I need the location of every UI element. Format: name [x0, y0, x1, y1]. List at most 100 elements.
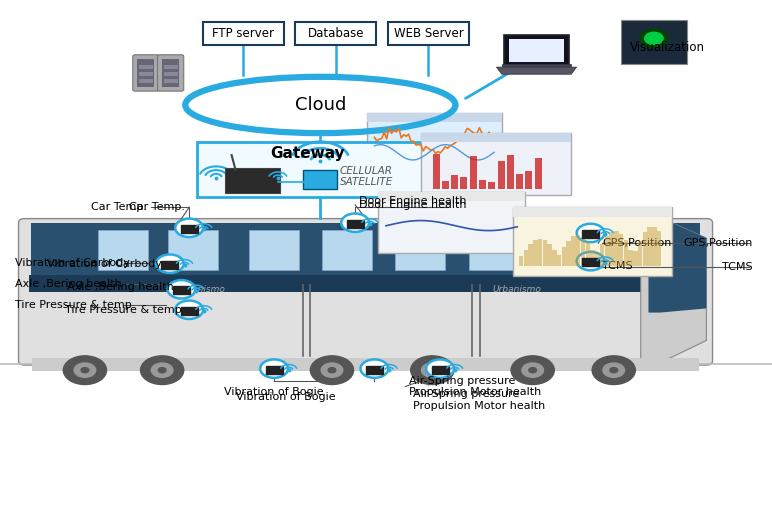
Text: Gateway: Gateway: [270, 146, 345, 161]
Circle shape: [640, 29, 668, 48]
Circle shape: [592, 356, 635, 385]
Bar: [538, 230, 588, 270]
FancyBboxPatch shape: [133, 55, 159, 91]
Circle shape: [151, 363, 173, 377]
Text: Car Temp.: Car Temp.: [90, 202, 147, 212]
Bar: [614, 231, 618, 266]
Bar: [162, 59, 179, 87]
Circle shape: [260, 359, 288, 378]
Bar: [366, 366, 383, 374]
Bar: [657, 231, 662, 266]
Bar: [161, 261, 178, 269]
FancyBboxPatch shape: [202, 22, 284, 45]
Bar: [31, 223, 700, 275]
Bar: [519, 256, 523, 266]
Bar: [98, 230, 148, 270]
Text: Database: Database: [307, 27, 364, 40]
Bar: [547, 244, 552, 266]
Bar: [266, 366, 283, 374]
Circle shape: [645, 32, 663, 45]
Bar: [609, 232, 614, 266]
Bar: [347, 220, 364, 228]
Bar: [432, 366, 449, 374]
Circle shape: [158, 368, 166, 373]
Bar: [29, 275, 703, 292]
Bar: [582, 230, 599, 238]
Text: Vibration of Carbody: Vibration of Carbody: [47, 259, 162, 269]
Circle shape: [522, 363, 543, 377]
Bar: [164, 72, 178, 76]
Bar: [509, 39, 564, 62]
Circle shape: [577, 252, 604, 270]
Bar: [378, 192, 525, 201]
Bar: [137, 59, 154, 87]
Bar: [567, 241, 571, 266]
Text: Cloud: Cloud: [295, 96, 346, 114]
Circle shape: [328, 368, 336, 373]
Bar: [600, 230, 650, 270]
Text: Tire Pressure & temp: Tire Pressure & temp: [15, 300, 132, 310]
Circle shape: [63, 356, 107, 385]
Bar: [633, 251, 638, 266]
FancyBboxPatch shape: [367, 113, 502, 177]
Bar: [249, 230, 299, 270]
Text: Car Temp.: Car Temp.: [129, 202, 185, 212]
Bar: [173, 286, 190, 294]
Circle shape: [610, 368, 618, 373]
Circle shape: [175, 301, 203, 319]
Bar: [538, 239, 543, 266]
Bar: [652, 227, 657, 266]
FancyBboxPatch shape: [295, 22, 376, 45]
Bar: [523, 250, 528, 266]
Circle shape: [74, 363, 96, 377]
Bar: [619, 233, 623, 266]
Bar: [534, 158, 542, 189]
Bar: [533, 240, 537, 266]
Bar: [604, 237, 609, 266]
Text: TCMS: TCMS: [602, 261, 633, 271]
Bar: [581, 237, 585, 266]
Bar: [628, 250, 633, 266]
Bar: [516, 175, 523, 189]
Circle shape: [81, 368, 89, 373]
Text: Tire Pressure & temp: Tire Pressure & temp: [65, 305, 181, 315]
Bar: [479, 180, 486, 189]
Circle shape: [156, 254, 184, 273]
Text: GPS,Position: GPS,Position: [683, 238, 753, 248]
Bar: [139, 79, 153, 83]
Bar: [181, 307, 198, 315]
Bar: [513, 207, 672, 217]
Bar: [395, 230, 445, 270]
Circle shape: [341, 214, 369, 232]
Circle shape: [411, 356, 454, 385]
Circle shape: [361, 359, 388, 378]
Polygon shape: [648, 223, 706, 312]
Bar: [562, 247, 566, 266]
Text: Vibration of Carbody: Vibration of Carbody: [15, 258, 130, 268]
Text: Air-Spring pressure
Propulsion Motor health: Air-Spring pressure Propulsion Motor hea…: [409, 376, 541, 397]
Bar: [595, 253, 600, 266]
Circle shape: [426, 359, 454, 378]
Bar: [469, 156, 476, 189]
Bar: [576, 234, 581, 266]
Text: WEB Server: WEB Server: [394, 27, 463, 40]
Bar: [552, 250, 557, 266]
Bar: [32, 358, 699, 371]
Bar: [600, 244, 604, 266]
Bar: [460, 177, 467, 189]
Circle shape: [577, 224, 604, 242]
Bar: [139, 65, 153, 69]
FancyBboxPatch shape: [513, 207, 672, 276]
Bar: [488, 182, 496, 189]
Bar: [367, 113, 502, 122]
Text: Vibration of Bogie: Vibration of Bogie: [224, 387, 324, 397]
Text: Urbanismo: Urbanismo: [493, 285, 542, 293]
Bar: [648, 227, 652, 266]
Bar: [469, 230, 519, 270]
Bar: [585, 242, 590, 266]
Bar: [528, 244, 533, 266]
Circle shape: [141, 356, 184, 385]
Bar: [506, 155, 514, 189]
Text: Door Engine health: Door Engine health: [359, 196, 466, 206]
FancyBboxPatch shape: [19, 219, 713, 365]
